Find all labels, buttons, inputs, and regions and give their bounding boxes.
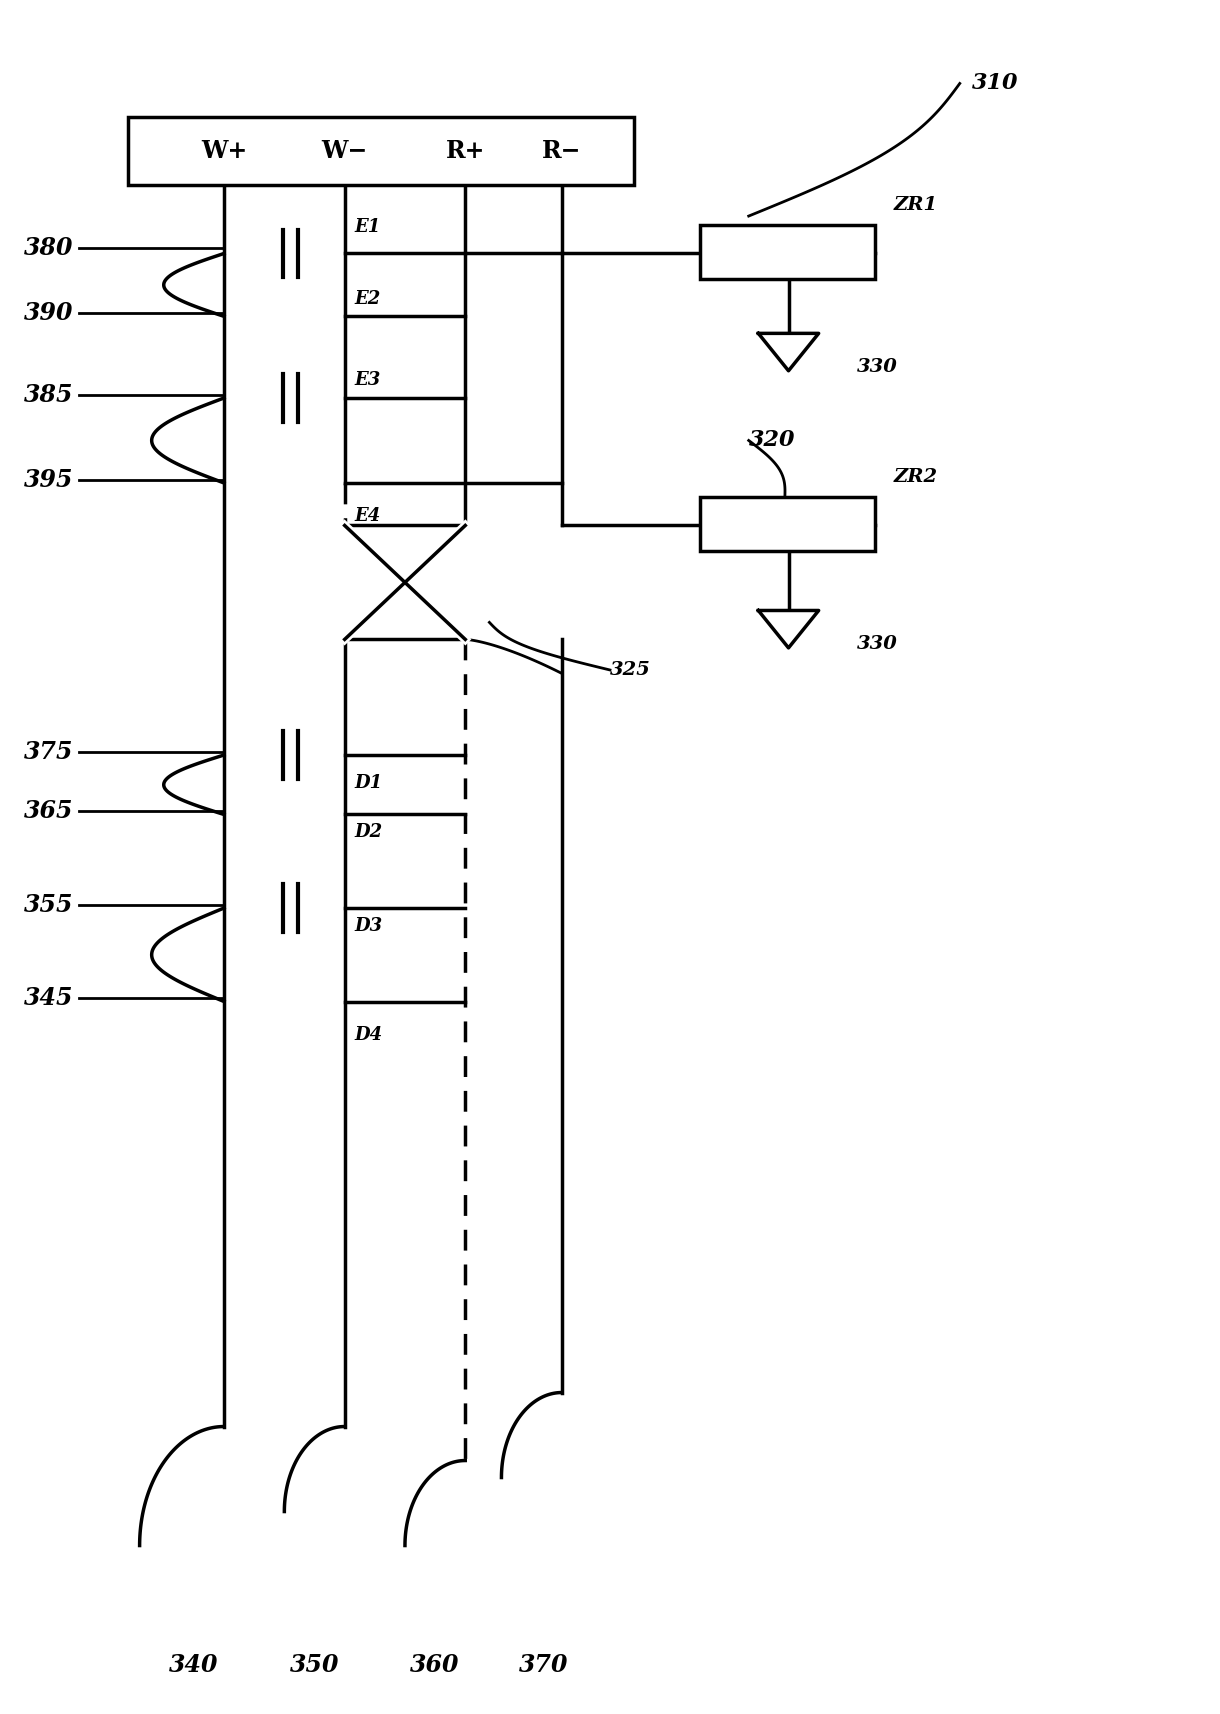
Text: R−: R−: [542, 139, 582, 163]
Text: ZR1: ZR1: [893, 197, 937, 214]
Text: 365: 365: [23, 799, 73, 823]
Text: ZR2: ZR2: [893, 468, 937, 487]
Text: 340: 340: [170, 1652, 218, 1676]
Text: 370: 370: [518, 1652, 569, 1676]
Text: 330: 330: [858, 636, 898, 653]
Text: R+: R+: [445, 139, 486, 163]
Text: 355: 355: [23, 893, 73, 917]
Bar: [700, 225, 875, 279]
Text: W+: W+: [201, 139, 248, 163]
Text: E3: E3: [354, 372, 381, 389]
Text: 360: 360: [410, 1652, 460, 1676]
Polygon shape: [759, 333, 819, 370]
Text: 395: 395: [23, 468, 73, 492]
Text: 375: 375: [23, 740, 73, 764]
Polygon shape: [759, 610, 819, 648]
Text: 380: 380: [23, 237, 73, 261]
Bar: [128, 118, 634, 185]
Text: 325: 325: [610, 662, 651, 679]
Text: D3: D3: [354, 917, 382, 934]
Text: 330: 330: [858, 358, 898, 377]
Text: 350: 350: [290, 1652, 339, 1676]
Text: D2: D2: [354, 823, 382, 842]
Text: 320: 320: [749, 430, 795, 451]
Text: 310: 310: [972, 72, 1019, 94]
Text: E4: E4: [354, 507, 381, 526]
Text: 390: 390: [23, 302, 73, 326]
Text: E1: E1: [354, 218, 381, 237]
Text: D1: D1: [354, 775, 382, 792]
Text: 385: 385: [23, 382, 73, 406]
Text: W−: W−: [322, 139, 367, 163]
Text: 345: 345: [23, 986, 73, 1010]
Text: D4: D4: [354, 1027, 382, 1044]
Bar: [700, 497, 875, 550]
Text: E2: E2: [354, 290, 381, 309]
